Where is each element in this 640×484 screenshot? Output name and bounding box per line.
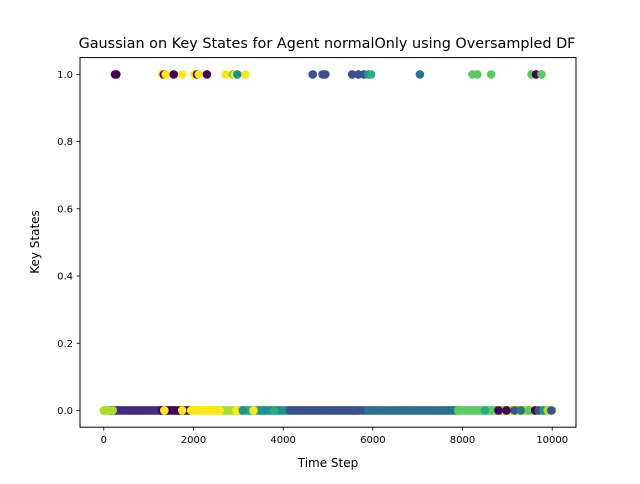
data-point <box>169 70 179 79</box>
chart-title: Gaussian on Key States for Agent normalO… <box>79 36 576 52</box>
y-tick-label: 1.0 <box>57 70 73 81</box>
data-point <box>480 406 490 415</box>
data-point <box>269 406 279 415</box>
data-point <box>177 406 187 415</box>
data-point <box>249 406 258 415</box>
data-point <box>347 70 357 79</box>
data-point <box>415 70 425 79</box>
x-tick-label: 4000 <box>270 435 295 446</box>
x-tick-label: 6000 <box>360 435 385 446</box>
data-point <box>160 406 169 415</box>
data-point <box>308 70 318 79</box>
data-point <box>161 70 170 79</box>
x-tick-label: 10000 <box>536 435 568 446</box>
data-point <box>524 406 534 415</box>
data-point <box>537 70 546 79</box>
data-point <box>516 406 526 415</box>
data-point <box>547 406 556 415</box>
data-point <box>502 406 511 415</box>
x-tick-label: 2000 <box>181 435 206 446</box>
data-point <box>348 406 358 415</box>
plot-frame <box>79 57 577 428</box>
data-point <box>233 70 242 79</box>
data-point <box>112 70 121 79</box>
data-point <box>215 406 224 415</box>
data-point <box>195 406 205 415</box>
data-point <box>202 70 212 79</box>
data-point <box>486 70 496 79</box>
data-point <box>177 70 187 79</box>
data-point <box>194 70 204 79</box>
data-point <box>232 406 241 415</box>
data-point <box>366 70 376 79</box>
y-tick-label: 0.4 <box>57 272 73 283</box>
y-tick-label: 0.6 <box>57 204 73 215</box>
data-point <box>494 406 503 415</box>
data-point <box>321 70 330 79</box>
y-tick-label: 0.0 <box>57 406 73 417</box>
y-tick-label: 0.8 <box>57 137 73 148</box>
x-axis-label: Time Step <box>297 456 359 470</box>
data-point <box>108 406 118 415</box>
x-tick-label: 0 <box>101 435 107 446</box>
x-tick-label: 8000 <box>450 435 475 446</box>
x-axis-ticks: 0 2000 4000 6000 8000 10000 <box>101 427 568 446</box>
y-axis-label: Key States <box>28 210 42 274</box>
points-layer <box>99 70 557 415</box>
data-point <box>241 70 250 79</box>
data-point <box>238 406 248 415</box>
data-point <box>473 70 482 79</box>
data-point <box>221 70 231 79</box>
data-point <box>453 406 463 415</box>
data-point <box>510 406 519 415</box>
data-point <box>408 406 418 415</box>
y-tick-label: 0.2 <box>57 339 73 350</box>
y-axis-ticks: 0.0 0.2 0.4 0.6 0.8 1.0 <box>57 70 80 417</box>
